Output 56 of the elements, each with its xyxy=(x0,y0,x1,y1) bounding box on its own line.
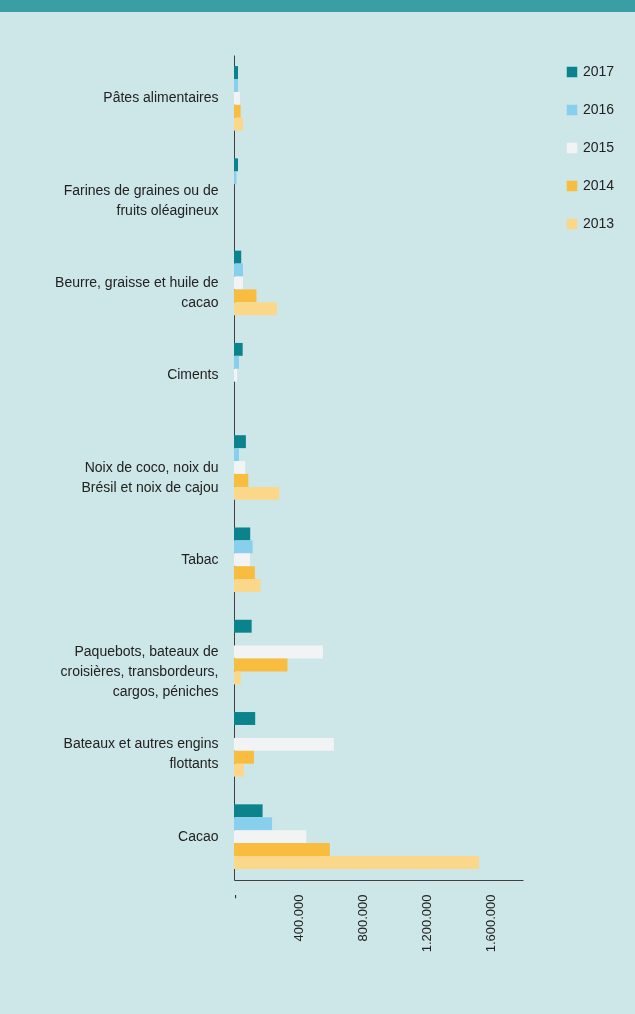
x-tick-label: - xyxy=(226,894,242,899)
x-tick-label: 400.000 xyxy=(290,894,306,942)
bar xyxy=(234,553,251,567)
bar xyxy=(234,540,253,554)
bar xyxy=(234,527,251,541)
bar xyxy=(234,250,242,264)
bar xyxy=(234,843,330,857)
bar xyxy=(234,856,479,869)
legend-label: 2015 xyxy=(583,139,615,155)
y-tick-label: Ciments xyxy=(167,366,219,383)
bar xyxy=(234,342,243,356)
bar xyxy=(234,763,244,777)
bar xyxy=(234,737,334,751)
bar xyxy=(234,448,239,462)
legend-label: 2013 xyxy=(583,215,615,231)
bar xyxy=(234,579,261,593)
y-tick-label: Noix de coco, noix du Brésil et noix de cajou xyxy=(81,458,219,495)
bar xyxy=(234,830,307,844)
bar xyxy=(234,566,255,580)
x-tick-label: 1.200.000 xyxy=(419,894,435,953)
bar xyxy=(234,804,263,818)
legend-label: 2017 xyxy=(583,63,615,79)
bar xyxy=(234,368,238,382)
y-tick-label: Tabac xyxy=(181,550,219,567)
bar xyxy=(234,302,277,316)
legend-label: 2016 xyxy=(583,101,615,117)
y-tick-label: Paquebots, bateaux de croisières, transbordeurs, cargos, péniches xyxy=(60,643,219,700)
y-tick-label: Bateaux et autres engins flottants xyxy=(63,735,219,772)
bar xyxy=(234,645,323,659)
bar xyxy=(234,712,256,725)
bar xyxy=(234,263,243,277)
bar xyxy=(234,619,252,633)
bar xyxy=(234,104,241,118)
bar xyxy=(234,461,246,474)
bar xyxy=(234,289,257,303)
y-tick-label: Farines de graines ou de fruits oléagineux xyxy=(63,181,219,218)
bar xyxy=(234,117,243,131)
bar xyxy=(234,486,280,500)
x-tick-label: 800.000 xyxy=(354,894,370,942)
bar xyxy=(234,671,241,685)
bar xyxy=(234,158,239,172)
bar xyxy=(234,658,288,672)
bar xyxy=(234,78,239,92)
bar xyxy=(234,91,240,105)
y-tick-label: Cacao xyxy=(178,827,219,844)
y-tick-label: Beurre, graisse et huile de cacao xyxy=(55,273,219,310)
bar xyxy=(234,817,273,831)
bar xyxy=(234,435,246,449)
bar xyxy=(234,66,239,79)
bar xyxy=(234,355,239,369)
legend-label: 2014 xyxy=(583,177,615,193)
bar xyxy=(234,750,254,764)
x-tick-label: 1.600.000 xyxy=(483,894,499,953)
y-tick-label: Pâtes alimentaires xyxy=(103,89,219,106)
bar xyxy=(234,473,249,487)
bar xyxy=(234,276,243,290)
